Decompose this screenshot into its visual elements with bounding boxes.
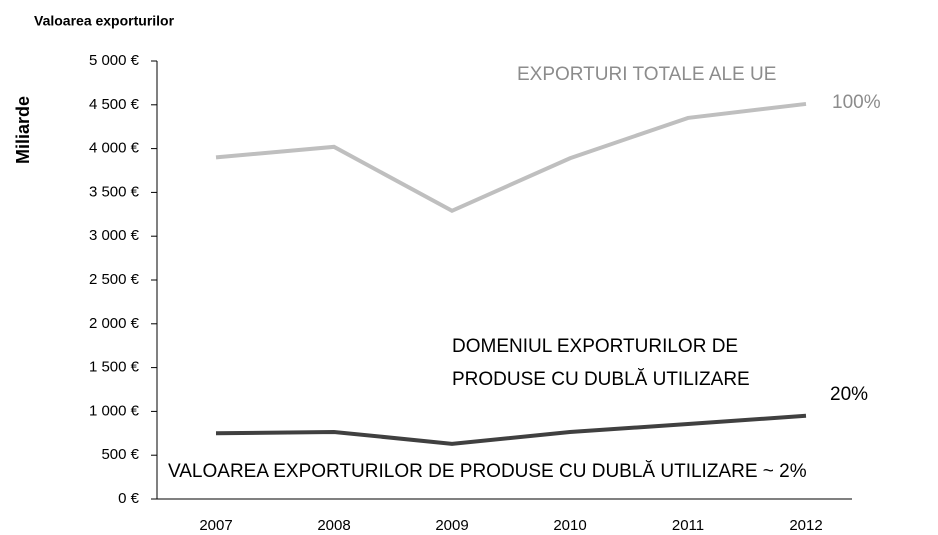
y-tick-label: 0 € (118, 490, 140, 507)
x-tick-label: 2007 (199, 517, 232, 534)
y-tick-label: 2 000 € (89, 315, 140, 332)
y-tick-label: 1 000 € (89, 402, 140, 419)
series-line (215, 413, 807, 446)
y-tick-label: 500 € (101, 446, 139, 463)
y-axis-label: Miliarde (13, 96, 33, 164)
y-tick-label: 5 000 € (89, 52, 140, 69)
annotation: 20% (830, 384, 868, 405)
x-tick-label: 2008 (317, 517, 350, 534)
y-tick-label: 3 000 € (89, 227, 140, 244)
chart-title: Valoarea exporturilor (34, 13, 175, 29)
annotation: DOMENIUL EXPORTURILOR DE (452, 336, 738, 357)
x-tick-label: 2009 (435, 517, 468, 534)
annotation: VALOAREA EXPORTURILOR DE PRODUSE CU DUBL… (168, 461, 807, 482)
x-tick-label: 2010 (553, 517, 586, 534)
y-tick-label: 4 500 € (89, 96, 140, 113)
annotation: EXPORTURI TOTALE ALE UE (517, 64, 776, 85)
x-tick-label: 2012 (789, 517, 822, 534)
y-tick-label: 4 000 € (89, 140, 140, 157)
annotation: PRODUSE CU DUBLĂ UTILIZARE (452, 369, 750, 390)
x-tick-label: 2011 (672, 517, 704, 534)
y-tick-label: 3 500 € (89, 183, 140, 200)
y-tick-label: 2 500 € (89, 271, 140, 288)
y-tick-label: 1 500 € (89, 359, 140, 376)
series-line (215, 101, 807, 214)
annotation: 100% (832, 92, 881, 113)
